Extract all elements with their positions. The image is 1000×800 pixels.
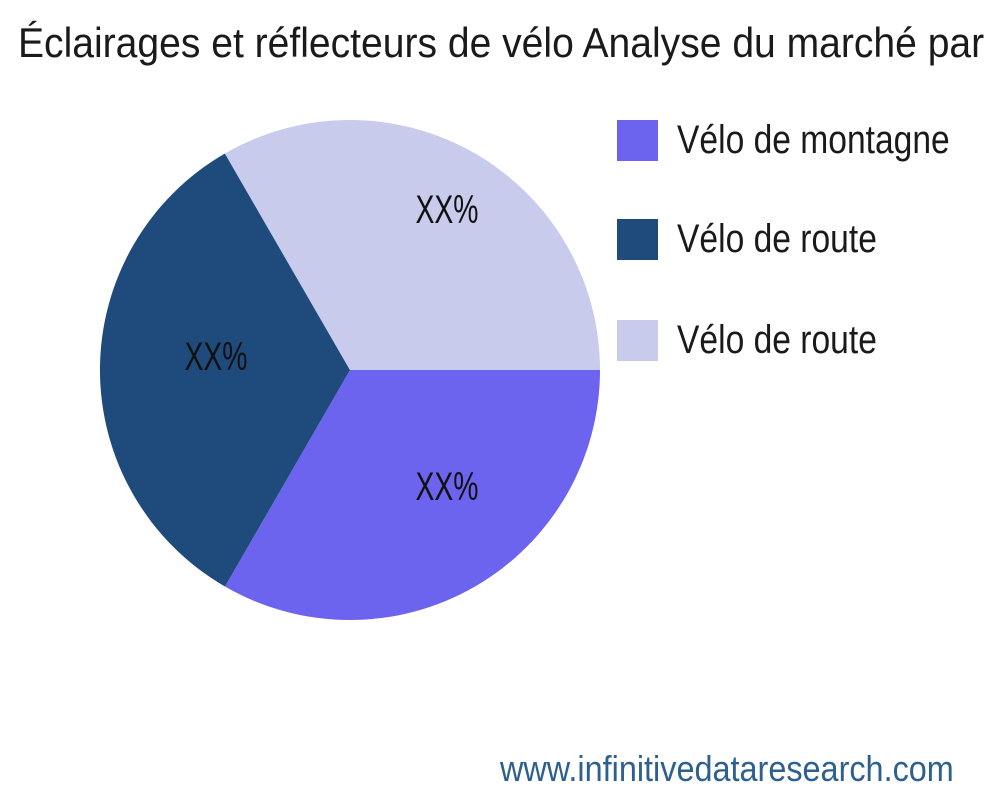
legend-item-velo-de-route: Vélo de route (617, 219, 915, 260)
pie-slice-velo-de-route (99, 153, 350, 587)
legend-swatch-velo-de-montagne (617, 120, 658, 161)
pie-pct-label-velo-de-route: XX% (185, 335, 248, 379)
legend-label-velo-de-route: Vélo de route (677, 217, 877, 261)
pie-slice-velo-de-route-2 (224, 119, 601, 371)
legend: Vélo de montagne Vélo de route Vélo de r… (617, 0, 1000, 400)
legend-swatch-velo-de-route (617, 219, 658, 260)
legend-swatch-velo-de-route-2 (617, 320, 658, 361)
legend-item-velo-de-route-2: Vélo de route (617, 320, 915, 361)
pie-pct-label-velo-de-montagne: XX% (416, 465, 479, 509)
legend-label-velo-de-route-2: Vélo de route (677, 318, 877, 362)
pie-pct-label-velo-de-route-2: XX% (416, 188, 479, 232)
pie-slice-velo-de-montagne (225, 370, 600, 620)
chart-title: Éclairages et réflecteurs de vélo Analys… (18, 19, 985, 66)
legend-item-velo-de-montagne: Vélo de montagne (617, 120, 1000, 161)
legend-label-velo-de-montagne: Vélo de montagne (677, 118, 950, 162)
footer-website-link[interactable]: www.infinitivedataresearch.com (500, 748, 954, 789)
